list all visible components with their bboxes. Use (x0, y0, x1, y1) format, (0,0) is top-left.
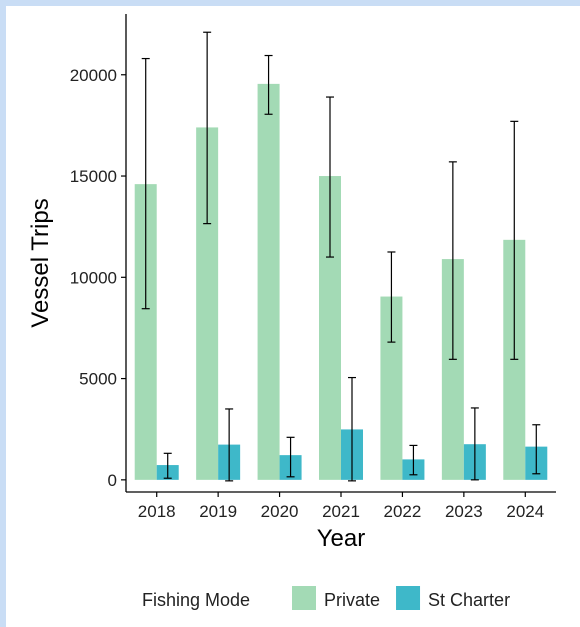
x-tick-label: 2023 (445, 502, 483, 521)
x-tick-label: 2022 (384, 502, 422, 521)
y-tick-label: 20000 (70, 66, 117, 85)
x-tick-label: 2019 (199, 502, 237, 521)
bar (134, 184, 157, 480)
legend: Fishing Mode Private St Charter (142, 586, 510, 610)
x-axis-title: Year (317, 525, 366, 552)
y-tick-label: 0 (108, 471, 117, 490)
legend-swatch (292, 586, 316, 610)
y-tick-label: 15000 (70, 167, 117, 186)
x-tick-label: 2018 (138, 502, 176, 521)
chart-panel (6, 6, 580, 627)
legend-label: Private (324, 590, 380, 610)
legend-swatch (396, 586, 421, 610)
x-tick-label: 2020 (261, 502, 299, 521)
y-tick-label: 10000 (70, 268, 117, 287)
bars-layer (134, 83, 548, 480)
bar (319, 176, 341, 480)
y-tick-label: 5000 (79, 370, 117, 389)
legend-label: St Charter (428, 590, 510, 610)
bar (257, 83, 280, 480)
x-tick-label: 2024 (506, 502, 544, 521)
error-bars-layer (141, 31, 541, 482)
bar (380, 296, 403, 480)
legend-title: Fishing Mode (142, 590, 250, 610)
y-axis-title: Vessel Trips (27, 198, 54, 327)
bar (196, 127, 219, 480)
x-axis-ticks: 2018 2019 2020 2021 2022 2023 2024 (138, 492, 544, 521)
bar (441, 259, 464, 480)
x-tick-label: 2021 (322, 502, 360, 521)
y-axis-ticks: 0 5000 10000 15000 20000 (70, 66, 126, 490)
